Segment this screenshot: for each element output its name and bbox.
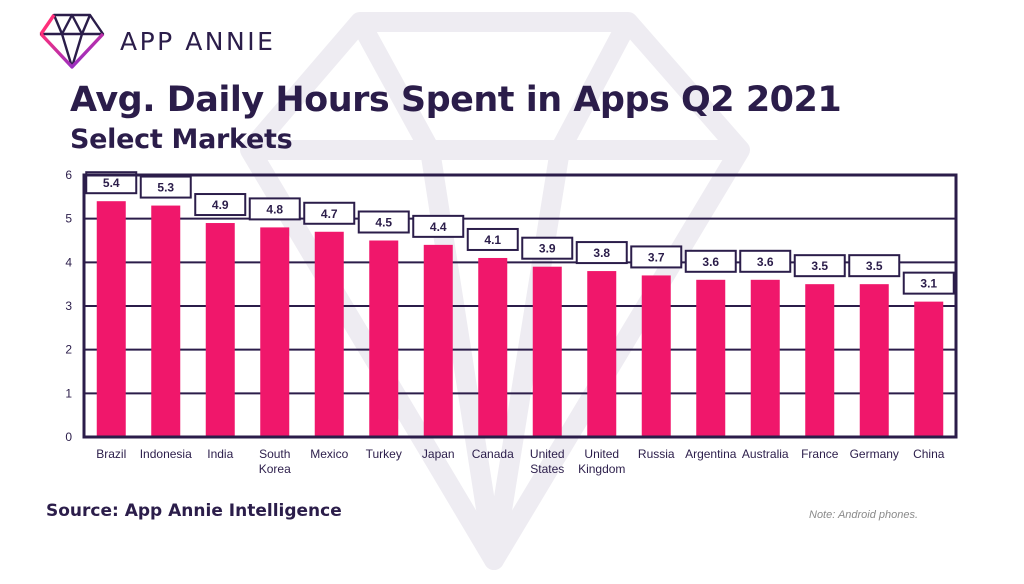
data-label-box <box>684 249 737 273</box>
x-tick-label: United <box>530 447 565 461</box>
data-label: 5.3 <box>157 181 174 195</box>
bar <box>96 201 126 437</box>
bar <box>532 266 562 437</box>
data-label-box <box>357 210 410 234</box>
data-label: 3.1 <box>920 277 937 291</box>
data-label: 3.5 <box>811 259 828 273</box>
x-tick-label: France <box>801 447 839 461</box>
bar <box>696 279 726 437</box>
chart-title: Avg. Daily Hours Spent in Apps Q2 2021 <box>70 80 842 120</box>
x-tick-label: Germany <box>850 447 899 461</box>
bar <box>369 240 399 437</box>
data-label: 4.5 <box>375 216 392 230</box>
data-label: 3.5 <box>866 259 883 273</box>
data-label-box <box>793 254 846 278</box>
data-label-box <box>412 214 465 238</box>
bar <box>641 275 671 437</box>
x-tick-label: Australia <box>742 447 789 461</box>
plot-frame <box>82 173 958 439</box>
data-label: 3.6 <box>702 255 719 269</box>
bar <box>151 205 181 437</box>
x-tick-label: United <box>584 447 619 461</box>
data-label-box <box>466 227 519 251</box>
x-tick-label: States <box>530 462 564 476</box>
bar <box>478 257 508 437</box>
data-label: 4.1 <box>484 233 501 247</box>
x-tick-label: Argentina <box>685 447 737 461</box>
x-tick-label: Canada <box>472 447 514 461</box>
y-tick-label: 2 <box>65 343 72 357</box>
brand-name: APP ANNIE <box>120 26 276 56</box>
diamond-logo-icon <box>39 13 105 69</box>
x-tick-label: Korea <box>259 462 291 476</box>
data-label-box <box>303 201 356 225</box>
data-label-box <box>139 175 192 199</box>
x-tick-label: Turkey <box>366 447 402 461</box>
bar <box>423 244 453 437</box>
data-label-box <box>521 236 574 260</box>
data-label: 3.8 <box>593 246 610 260</box>
bar <box>260 227 290 437</box>
x-tick-label: Brazil <box>96 447 126 461</box>
y-tick-label: 1 <box>65 386 72 400</box>
x-tick-label: Kingdom <box>578 462 625 476</box>
data-label: 4.9 <box>212 198 229 212</box>
x-tick-label: Mexico <box>310 447 348 461</box>
x-tick-label: Russia <box>638 447 675 461</box>
data-label-box <box>194 193 247 217</box>
data-label-box <box>739 249 792 273</box>
y-tick-label: 5 <box>65 212 72 226</box>
data-label-box <box>575 241 628 265</box>
bar <box>314 231 344 437</box>
data-label: 3.6 <box>757 255 774 269</box>
x-tick-label: India <box>207 447 233 461</box>
bar <box>859 284 889 437</box>
x-tick-label: China <box>913 447 945 461</box>
data-label-box <box>85 171 138 195</box>
data-label-box <box>630 245 683 269</box>
note-text: Note: Android phones. <box>809 509 919 521</box>
data-label: 5.4 <box>103 176 120 190</box>
y-tick-label: 6 <box>65 168 72 182</box>
bar <box>587 271 617 437</box>
bar <box>805 284 835 437</box>
brand-logo: APP ANNIE <box>38 12 275 70</box>
y-tick-label: 4 <box>65 255 72 269</box>
chart-subtitle: Select Markets <box>70 124 293 155</box>
data-label: 4.7 <box>321 207 338 221</box>
data-label-box <box>848 254 901 278</box>
bar <box>205 223 235 437</box>
source-text: Source: App Annie Intelligence <box>46 501 342 521</box>
x-tick-label: Indonesia <box>140 447 192 461</box>
data-label: 3.9 <box>539 242 556 256</box>
bar <box>750 279 780 437</box>
bar <box>914 301 944 437</box>
data-label: 4.8 <box>266 202 283 216</box>
x-tick-label: South <box>259 447 290 461</box>
y-tick-label: 3 <box>65 299 72 313</box>
y-tick-label: 0 <box>65 430 72 444</box>
data-label: 4.4 <box>430 220 447 234</box>
x-tick-label: Japan <box>422 447 455 461</box>
data-label-box <box>902 271 955 295</box>
data-label: 3.7 <box>648 250 665 264</box>
data-label-box <box>248 197 301 221</box>
